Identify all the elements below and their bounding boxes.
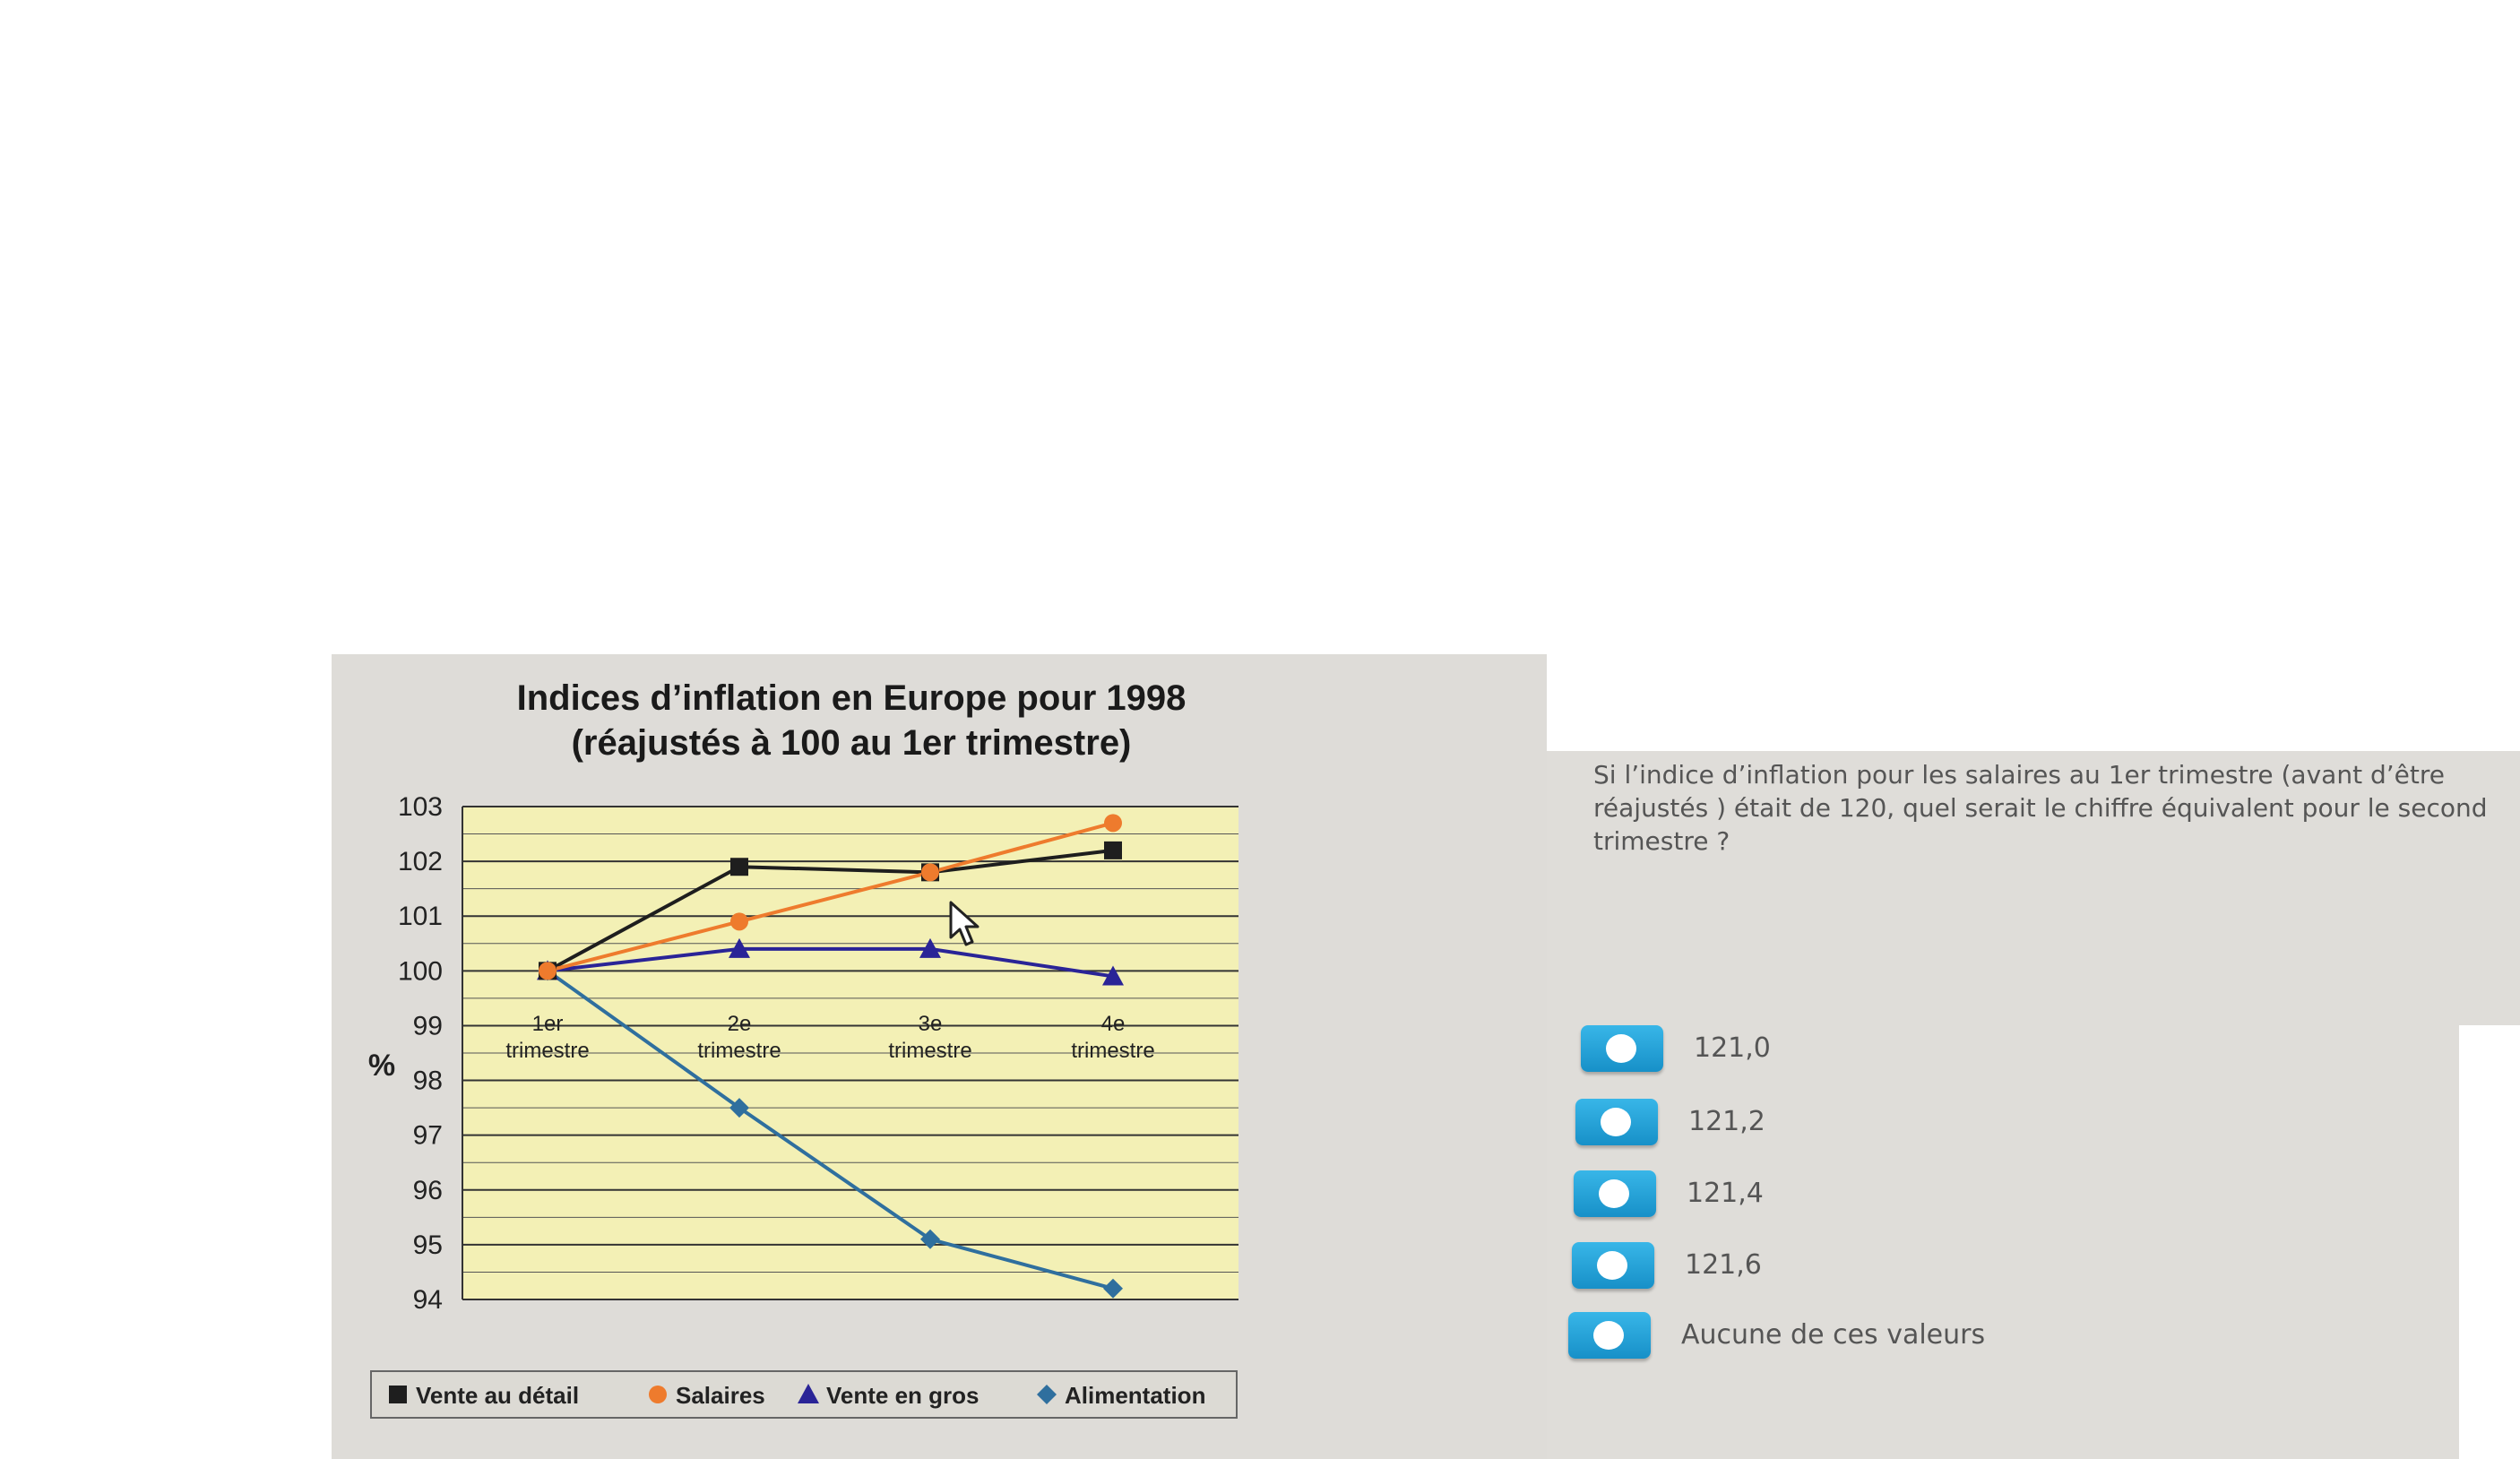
radio-button[interactable] <box>1568 1312 1651 1359</box>
radio-dot-icon <box>1597 1251 1627 1280</box>
data-point <box>1104 841 1122 859</box>
legend-item: Vente en gros <box>798 1382 980 1409</box>
radio-button[interactable] <box>1575 1099 1658 1145</box>
answer-label: Aucune de ces valeurs <box>1681 1319 1986 1351</box>
y-tick-label: 94 <box>413 1285 443 1315</box>
y-tick-label: 97 <box>413 1121 443 1151</box>
x-tick-label: trimestre <box>888 1039 971 1063</box>
chart-title-line1: Indices d’inflation en Europe pour 1998 <box>517 678 1187 718</box>
data-point <box>730 858 748 876</box>
y-tick-label: 103 <box>398 792 443 822</box>
data-point <box>919 937 941 958</box>
legend-marker-icon <box>798 1384 819 1403</box>
data-point <box>920 1229 940 1249</box>
data-point <box>1102 965 1124 986</box>
y-tick-label: 98 <box>413 1066 443 1096</box>
series-line <box>547 821 1114 973</box>
mouse-pointer-icon <box>949 901 980 946</box>
legend-marker-icon <box>1037 1385 1057 1404</box>
x-tick-label: trimestre <box>1071 1039 1154 1063</box>
question-panel: Si l’indice d’inflation pour les salaire… <box>1547 751 2520 1025</box>
data-point <box>729 937 750 958</box>
y-tick-label: 101 <box>398 902 443 931</box>
legend-label: Alimentation <box>1065 1382 1205 1409</box>
answer-label: 121,4 <box>1687 1178 1764 1209</box>
x-tick-label: trimestre <box>697 1039 781 1063</box>
legend-marker-icon <box>389 1386 407 1403</box>
y-tick-label: 102 <box>398 847 443 876</box>
grid-lines <box>462 806 1238 1300</box>
data-point <box>729 1098 749 1118</box>
legend-marker-icon <box>649 1386 667 1403</box>
data-point <box>1103 1278 1123 1299</box>
question-text: Si l’indice d’inflation pour les salaire… <box>1593 760 2488 856</box>
data-point <box>730 912 748 931</box>
data-point <box>921 863 939 882</box>
y-tick-label: 99 <box>413 1011 443 1040</box>
chart-legend: Vente au détail Salaires Vente en gros Alim… <box>370 1370 1238 1419</box>
x-tick-label: 2e <box>728 1012 752 1036</box>
radio-dot-icon <box>1599 1179 1629 1208</box>
legend-item: Vente au détail <box>389 1382 579 1409</box>
data-point <box>539 962 557 980</box>
chart-title-line2: (réajustés à 100 au 1er trimestre) <box>572 723 1132 763</box>
radio-button[interactable] <box>1581 1025 1663 1072</box>
x-tick-label: 1er <box>532 1012 564 1036</box>
legend-label: Vente en gros <box>826 1382 980 1409</box>
y-tick-label: 96 <box>413 1176 443 1205</box>
legend-item: Alimentation <box>1037 1382 1205 1409</box>
series-line <box>547 946 1114 979</box>
legend-label: Vente au détail <box>416 1382 579 1409</box>
answer-label: 121,0 <box>1694 1032 1771 1064</box>
x-tick-label: 3e <box>919 1012 943 1036</box>
chart-panel: Indices d’inflation en Europe pour 1998 … <box>332 654 1547 1459</box>
x-axis-ticks: 1er trimestre 2e trimestre 3e trimestre 4e trim… <box>505 1012 1154 1063</box>
line-chart: Indices d’inflation en Europe pour 1998 … <box>368 678 1238 1419</box>
y-axis-label: % <box>368 1049 395 1083</box>
y-tick-label: 100 <box>398 956 443 986</box>
y-axis-ticks: 103 102 101 100 99 98 97 96 95 94 <box>398 792 443 1315</box>
answer-label: 121,6 <box>1685 1249 1762 1281</box>
radio-dot-icon <box>1606 1034 1636 1063</box>
answers-panel <box>1547 1025 2459 1459</box>
series-line <box>547 848 1114 973</box>
series-lines <box>537 814 1124 1299</box>
radio-button[interactable] <box>1572 1242 1654 1289</box>
x-tick-label: 4e <box>1101 1012 1126 1036</box>
radio-dot-icon <box>1601 1108 1631 1136</box>
series-line <box>546 969 1114 1291</box>
legend-item: Salaires <box>649 1382 765 1409</box>
legend-label: Salaires <box>676 1382 765 1409</box>
answer-label: 121,2 <box>1688 1106 1765 1137</box>
y-tick-label: 95 <box>413 1230 443 1260</box>
data-point <box>1104 814 1122 833</box>
radio-button[interactable] <box>1574 1170 1656 1217</box>
radio-dot-icon <box>1593 1321 1624 1350</box>
x-tick-label: trimestre <box>505 1039 589 1063</box>
